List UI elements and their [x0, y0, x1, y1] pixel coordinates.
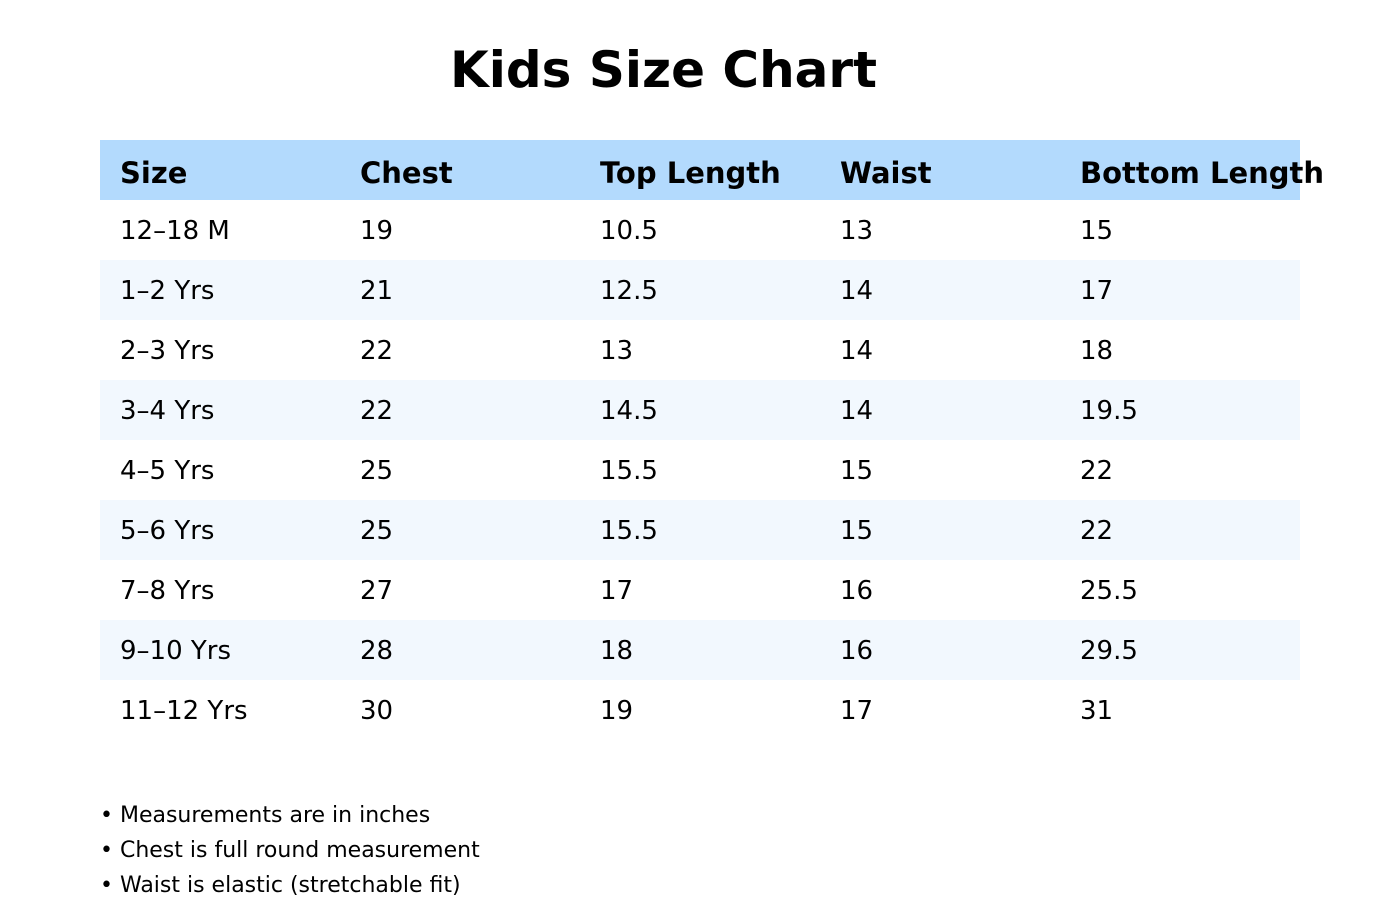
notes-list: • Measurements are in inches • Chest is … [100, 798, 480, 903]
chest-cell: 25 [360, 516, 394, 546]
waist-cell: 15 [840, 516, 874, 546]
top-length-cell: 13 [600, 336, 634, 366]
waist-cell: 17 [840, 696, 874, 726]
waist-cell: 16 [840, 576, 874, 606]
table-row: 11–12 Yrs 30 19 17 31 [100, 680, 1300, 740]
top-length-cell: 19 [600, 696, 634, 726]
chest-cell: 21 [360, 276, 394, 306]
size-cell: 9–10 Yrs [120, 636, 232, 666]
header-chest: Chest [360, 156, 453, 190]
top-length-cell: 10.5 [600, 216, 658, 246]
waist-cell: 14 [840, 396, 874, 426]
note-item: • Waist is elastic (stretchable fit) [100, 873, 461, 898]
bottom-length-cell: 15 [1080, 216, 1114, 246]
size-cell: 5–6 Yrs [120, 516, 215, 546]
size-cell: 3–4 Yrs [120, 396, 215, 426]
header-top-length: Top Length [600, 156, 781, 190]
waist-cell: 15 [840, 456, 874, 486]
chest-cell: 22 [360, 396, 394, 426]
note-item: • Measurements are in inches [100, 803, 431, 828]
size-cell: 2–3 Yrs [120, 336, 215, 366]
table-row: 3–4 Yrs 22 14.5 14 19.5 [100, 380, 1300, 440]
bottom-length-cell: 31 [1080, 696, 1114, 726]
chest-cell: 25 [360, 456, 394, 486]
top-length-cell: 15.5 [600, 516, 658, 546]
chest-cell: 30 [360, 696, 394, 726]
waist-cell: 16 [840, 636, 874, 666]
table-row: 5–6 Yrs 25 15.5 15 22 [100, 500, 1300, 560]
header-bottom-length: Bottom Length [1080, 156, 1325, 190]
chest-cell: 28 [360, 636, 394, 666]
bottom-length-cell: 29.5 [1080, 636, 1138, 666]
top-length-cell: 17 [600, 576, 634, 606]
waist-cell: 13 [840, 216, 874, 246]
bottom-length-cell: 22 [1080, 516, 1114, 546]
size-table: Size Chest Top Length Waist Bottom Lengt… [100, 140, 1324, 740]
bottom-length-cell: 22 [1080, 456, 1114, 486]
top-length-cell: 14.5 [600, 396, 658, 426]
table-row: 2–3 Yrs 22 13 14 18 [100, 320, 1300, 380]
bottom-length-cell: 17 [1080, 276, 1114, 306]
chest-cell: 19 [360, 216, 394, 246]
table-row: 9–10 Yrs 28 18 16 29.5 [100, 620, 1300, 680]
size-cell: 1–2 Yrs [120, 276, 215, 306]
header-size: Size [120, 156, 188, 190]
top-length-cell: 12.5 [600, 276, 658, 306]
bottom-length-cell: 25.5 [1080, 576, 1138, 606]
table-row: 1–2 Yrs 21 12.5 14 17 [100, 260, 1300, 320]
table-row: 4–5 Yrs 25 15.5 15 22 [100, 440, 1300, 500]
size-cell: 11–12 Yrs [120, 696, 248, 726]
waist-cell: 14 [840, 336, 874, 366]
bottom-length-cell: 18 [1080, 336, 1114, 366]
table-row: 7–8 Yrs 27 17 16 25.5 [100, 560, 1300, 620]
waist-cell: 14 [840, 276, 874, 306]
top-length-cell: 18 [600, 636, 634, 666]
table-header-row: Size Chest Top Length Waist Bottom Lengt… [100, 140, 1324, 200]
note-item: • Chest is full round measurement [100, 838, 480, 863]
page-title: Kids Size Chart [449, 41, 877, 99]
chest-cell: 22 [360, 336, 394, 366]
header-waist: Waist [840, 156, 932, 190]
bottom-length-cell: 19.5 [1080, 396, 1138, 426]
chest-cell: 27 [360, 576, 394, 606]
top-length-cell: 15.5 [600, 456, 658, 486]
size-cell: 7–8 Yrs [120, 576, 215, 606]
size-cell: 4–5 Yrs [120, 456, 215, 486]
table-row: 12–18 M 19 10.5 13 15 [100, 200, 1300, 260]
size-cell: 12–18 M [120, 216, 230, 246]
